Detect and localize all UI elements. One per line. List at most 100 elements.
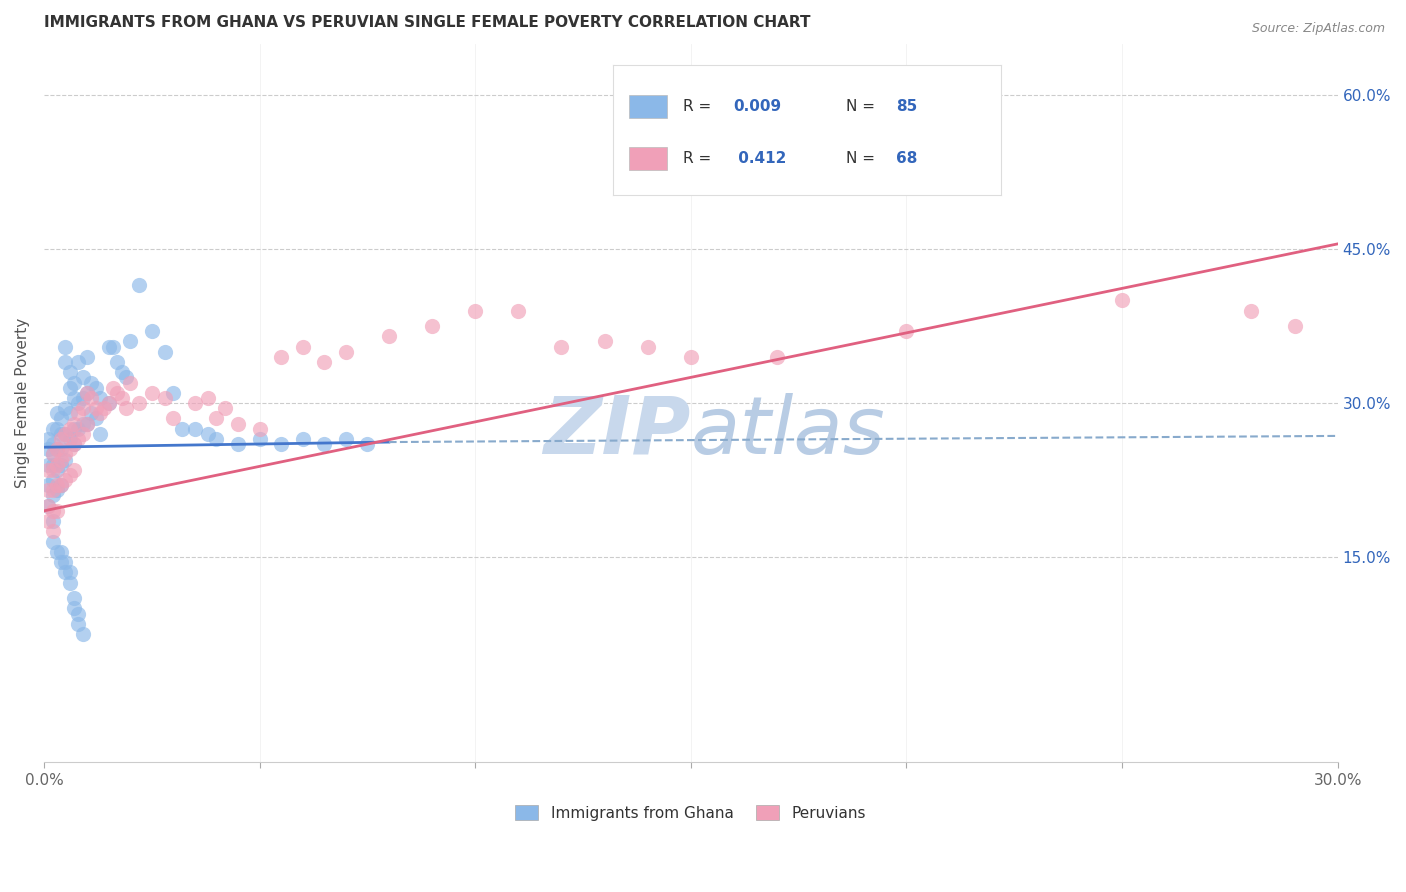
Point xyxy=(41,514,63,528)
Point xyxy=(63,391,86,405)
Point xyxy=(41,437,63,451)
Point xyxy=(63,437,86,451)
Point xyxy=(55,401,77,416)
Point xyxy=(249,422,271,436)
Point xyxy=(55,340,77,354)
Point xyxy=(67,355,90,369)
Point xyxy=(76,385,98,400)
Point xyxy=(141,324,163,338)
Point xyxy=(41,473,63,487)
Point xyxy=(335,432,357,446)
Point xyxy=(335,344,357,359)
Point xyxy=(128,396,150,410)
Point xyxy=(55,426,77,441)
Point xyxy=(101,381,124,395)
Text: Source: ZipAtlas.com: Source: ZipAtlas.com xyxy=(1251,22,1385,36)
Point xyxy=(67,406,90,420)
Point xyxy=(37,463,59,477)
Point xyxy=(508,303,530,318)
Point xyxy=(41,534,63,549)
Point xyxy=(291,432,314,446)
Point xyxy=(114,370,136,384)
Point xyxy=(59,422,82,436)
Point xyxy=(197,391,219,405)
Point xyxy=(170,422,193,436)
Point xyxy=(226,417,249,431)
Text: IMMIGRANTS FROM GHANA VS PERUVIAN SINGLE FEMALE POVERTY CORRELATION CHART: IMMIGRANTS FROM GHANA VS PERUVIAN SINGLE… xyxy=(44,15,810,30)
Point xyxy=(37,442,59,457)
Point xyxy=(378,329,401,343)
Point xyxy=(128,277,150,292)
Point xyxy=(105,355,128,369)
Point xyxy=(226,437,249,451)
Point xyxy=(37,478,59,492)
Point xyxy=(59,406,82,420)
Point xyxy=(37,514,59,528)
Point xyxy=(214,401,236,416)
Point xyxy=(1111,293,1133,308)
Point xyxy=(766,350,789,364)
Point xyxy=(1284,319,1306,334)
Point xyxy=(45,442,67,457)
Point xyxy=(63,437,86,451)
Point xyxy=(72,391,94,405)
Point xyxy=(41,458,63,472)
Point xyxy=(49,432,72,446)
Point xyxy=(37,499,59,513)
Point xyxy=(76,417,98,431)
Point xyxy=(63,591,86,606)
Point xyxy=(1240,303,1263,318)
Point xyxy=(59,566,82,580)
Point xyxy=(67,432,90,446)
Text: ZIP: ZIP xyxy=(543,392,690,471)
Point xyxy=(41,483,63,498)
Point xyxy=(184,396,207,410)
Point xyxy=(55,426,77,441)
Point xyxy=(59,432,82,446)
Point xyxy=(114,401,136,416)
Point xyxy=(41,447,63,461)
Point xyxy=(72,370,94,384)
Point xyxy=(49,555,72,569)
Point xyxy=(55,473,77,487)
Point xyxy=(67,396,90,410)
Point xyxy=(45,442,67,457)
Point xyxy=(80,376,103,390)
Point xyxy=(45,458,67,472)
Point xyxy=(45,478,67,492)
Point xyxy=(314,355,336,369)
Point xyxy=(72,417,94,431)
Point xyxy=(45,483,67,498)
Point xyxy=(49,452,72,467)
Point xyxy=(72,627,94,641)
Point xyxy=(97,396,120,410)
Point xyxy=(89,406,111,420)
Point xyxy=(41,488,63,502)
Point xyxy=(67,607,90,621)
Point xyxy=(120,334,142,349)
Point xyxy=(37,458,59,472)
Point xyxy=(97,396,120,410)
Point xyxy=(59,381,82,395)
Point xyxy=(49,426,72,441)
Point xyxy=(550,340,572,354)
Point xyxy=(420,319,443,334)
Point xyxy=(197,426,219,441)
Point xyxy=(59,467,82,482)
Point xyxy=(55,447,77,461)
Point xyxy=(55,355,77,369)
Point xyxy=(120,376,142,390)
Point xyxy=(67,422,90,436)
Point xyxy=(63,422,86,436)
Point xyxy=(37,483,59,498)
Point xyxy=(205,411,228,425)
Point xyxy=(49,458,72,472)
Point xyxy=(162,411,184,425)
Point xyxy=(55,452,77,467)
Point xyxy=(55,566,77,580)
Point xyxy=(896,324,918,338)
Point xyxy=(679,350,702,364)
Point xyxy=(76,350,98,364)
Legend: Immigrants from Ghana, Peruvians: Immigrants from Ghana, Peruvians xyxy=(509,798,872,827)
Point xyxy=(37,499,59,513)
